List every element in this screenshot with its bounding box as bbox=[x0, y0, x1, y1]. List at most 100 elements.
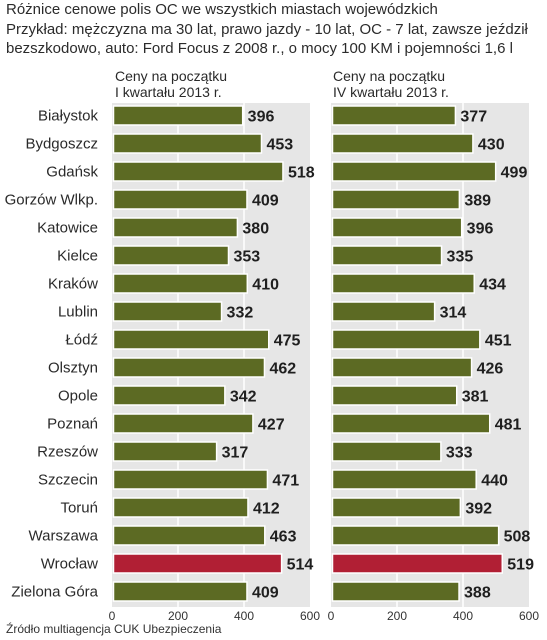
data-label: 317 bbox=[222, 445, 249, 462]
data-label: 451 bbox=[485, 333, 512, 350]
category-label: Poznań bbox=[47, 416, 98, 433]
data-label: 381 bbox=[462, 389, 489, 406]
bar bbox=[331, 357, 473, 378]
bar bbox=[331, 469, 477, 490]
category-label: Gorzów Wlkp. bbox=[5, 192, 98, 209]
bar bbox=[112, 189, 248, 210]
category-label: Zielona Góra bbox=[11, 584, 98, 601]
bar bbox=[331, 329, 481, 350]
bar bbox=[331, 189, 461, 210]
bar bbox=[112, 217, 239, 238]
x-tick-label: 600 bbox=[300, 609, 320, 623]
data-label: 475 bbox=[274, 333, 301, 350]
panel-title: I kwartału 2013 r. bbox=[115, 84, 222, 100]
category-label: Katowice bbox=[37, 220, 98, 237]
chart-subtitle: Przykład: mężczyzna ma 30 lat, prawo jaz… bbox=[6, 21, 528, 57]
data-label: 396 bbox=[467, 221, 494, 238]
x-tick-label: 0 bbox=[328, 609, 335, 623]
x-tick-label: 400 bbox=[453, 609, 473, 623]
category-label: Kielce bbox=[57, 248, 98, 265]
data-label: 430 bbox=[478, 137, 505, 154]
bar bbox=[331, 497, 462, 518]
bar bbox=[112, 469, 269, 490]
data-label: 342 bbox=[230, 389, 257, 406]
bar bbox=[112, 245, 230, 266]
data-label: 518 bbox=[288, 165, 315, 182]
category-label: Rzeszów bbox=[37, 444, 98, 461]
data-label: 388 bbox=[464, 585, 491, 602]
bar bbox=[112, 497, 249, 518]
data-label: 426 bbox=[477, 361, 504, 378]
x-tick-label: 200 bbox=[387, 609, 407, 623]
panel-title: Ceny na początku bbox=[115, 68, 227, 84]
bar bbox=[331, 245, 443, 266]
data-label: 481 bbox=[495, 417, 522, 434]
bar bbox=[331, 105, 457, 126]
bar bbox=[112, 133, 263, 154]
x-tick-label: 600 bbox=[519, 609, 539, 623]
plot-area bbox=[331, 103, 529, 607]
data-label: 440 bbox=[481, 473, 508, 490]
data-label: 396 bbox=[248, 109, 275, 126]
panel-title: IV kwartału 2013 r. bbox=[333, 84, 449, 100]
bar bbox=[331, 413, 491, 434]
category-label: Szczecin bbox=[38, 472, 98, 489]
bar bbox=[331, 385, 458, 406]
category-label: Białystok bbox=[38, 108, 99, 125]
data-label: 514 bbox=[287, 557, 314, 574]
category-label: Toruń bbox=[60, 500, 98, 517]
category-label: Wrocław bbox=[41, 556, 98, 573]
data-label: 332 bbox=[227, 305, 254, 322]
data-label: 409 bbox=[252, 193, 279, 210]
bar bbox=[331, 553, 504, 574]
x-tick-label: 400 bbox=[234, 609, 254, 623]
category-label: Opole bbox=[58, 388, 98, 405]
category-label: Łódź bbox=[65, 332, 98, 349]
data-label: 410 bbox=[252, 277, 279, 294]
data-label: 499 bbox=[501, 165, 528, 182]
data-label: 353 bbox=[233, 249, 260, 266]
data-label: 519 bbox=[507, 557, 534, 574]
bar bbox=[112, 553, 283, 574]
category-label: Lublin bbox=[58, 304, 98, 321]
data-label: 412 bbox=[253, 501, 280, 518]
bar bbox=[112, 161, 284, 182]
bar bbox=[112, 385, 226, 406]
data-label: 508 bbox=[504, 529, 531, 546]
data-label: 427 bbox=[258, 417, 285, 434]
data-label: 314 bbox=[440, 305, 467, 322]
bar bbox=[331, 581, 460, 602]
bar bbox=[331, 441, 442, 462]
data-label: 377 bbox=[460, 109, 487, 126]
panel-title: Ceny na początku bbox=[333, 68, 445, 84]
data-label: 471 bbox=[272, 473, 299, 490]
source-note: Źródło multiagencja CUK Ubezpieczenia bbox=[6, 622, 222, 636]
chart-title: Różnice cenowe polis OC we wszystkich mi… bbox=[6, 1, 438, 18]
x-tick-label: 0 bbox=[109, 609, 116, 623]
bar bbox=[112, 329, 270, 350]
x-tick-label: 200 bbox=[168, 609, 188, 623]
bar bbox=[112, 301, 223, 322]
data-label: 389 bbox=[464, 193, 491, 210]
data-label: 453 bbox=[266, 137, 293, 154]
bar bbox=[112, 441, 218, 462]
bar bbox=[112, 357, 266, 378]
bar bbox=[331, 133, 474, 154]
category-label: Warszawa bbox=[29, 528, 99, 545]
bar bbox=[331, 273, 475, 294]
bar bbox=[331, 525, 500, 546]
data-label: 409 bbox=[252, 585, 279, 602]
bar bbox=[331, 161, 497, 182]
data-label: 333 bbox=[446, 445, 473, 462]
data-label: 392 bbox=[465, 501, 492, 518]
data-label: 335 bbox=[447, 249, 474, 266]
bar bbox=[112, 105, 244, 126]
bar bbox=[112, 525, 266, 546]
bar bbox=[112, 413, 254, 434]
bar bbox=[331, 217, 463, 238]
bar bbox=[331, 301, 436, 322]
data-label: 434 bbox=[479, 277, 506, 294]
bar bbox=[112, 581, 248, 602]
category-label: Kraków bbox=[48, 276, 98, 293]
